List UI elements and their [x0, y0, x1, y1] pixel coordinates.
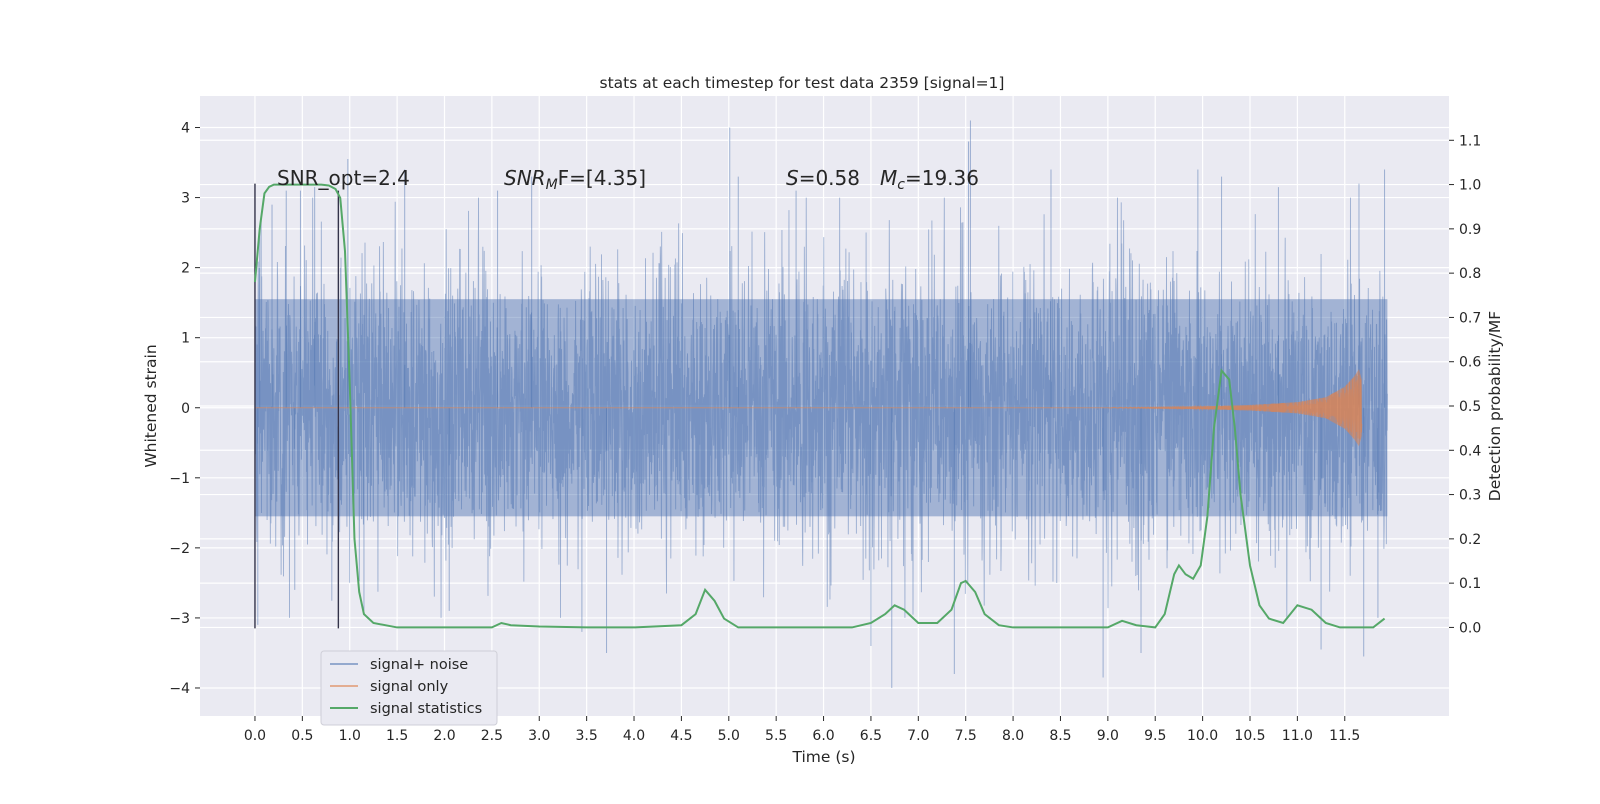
y-right-tick-label: 1.1 [1459, 133, 1481, 149]
y-right-tick-label: 0.6 [1459, 355, 1481, 371]
y-left-tick-label: 1 [181, 331, 190, 347]
y-left-tick-label: −2 [169, 541, 190, 557]
y-right-tick-label: 0.2 [1459, 532, 1481, 548]
y-right-tick-label: 0.7 [1459, 310, 1481, 326]
annotation-s: S=0.58 [786, 166, 860, 190]
legend-label-signal-statistics: signal statistics [370, 701, 482, 717]
x-axis-ticks: 0.0 0.5 1.0 1.5 2.0 2.5 3.0 3.5 4.0 4.5 5.0 5.5 6.0 6… [244, 716, 1360, 744]
x-tick-label: 0.0 [244, 728, 266, 744]
y-left-tick-label: 2 [181, 261, 190, 277]
x-tick-label: 4.0 [623, 728, 645, 744]
mc-main: M [880, 166, 897, 190]
y-right-axis-ticks: 1.1 1.0 0.9 0.8 0.7 0.6 0.5 0.4 0.3 0.2 0.1 0.0 [1449, 133, 1481, 636]
legend: signal+ noise signal only signal statist… [320, 650, 498, 726]
x-tick-label: 10.5 [1234, 728, 1265, 744]
x-tick-label: 7.5 [955, 728, 977, 744]
annotation-snr-opt: SNR_opt=2.4 [277, 166, 410, 190]
y-left-tick-label: 4 [181, 121, 190, 137]
x-tick-label: 1.0 [339, 728, 361, 744]
y-left-tick-label: −3 [169, 611, 190, 627]
x-tick-label: 3.0 [528, 728, 550, 744]
y-left-tick-label: 3 [181, 191, 190, 207]
s-main: S [786, 166, 799, 190]
x-tick-label: 2.5 [481, 728, 503, 744]
x-tick-label: 6.0 [812, 728, 834, 744]
mc-tail: =19.36 [905, 166, 979, 190]
annotation-mc: Mc=19.36 [880, 166, 979, 193]
y-right-tick-label: 1.0 [1459, 178, 1481, 194]
x-axis-label: Time (s) [791, 748, 855, 766]
x-tick-label: 6.5 [860, 728, 882, 744]
y-right-tick-label: 0.1 [1459, 576, 1481, 592]
y-left-tick-label: 0 [181, 401, 190, 417]
y-left-axis-ticks: 4 3 2 1 0 −1 −2 −3 −4 [169, 121, 200, 697]
x-tick-label: 11.5 [1329, 728, 1360, 744]
y-right-tick-label: 0.4 [1459, 443, 1481, 459]
marker-lines [254, 183, 340, 629]
y-right-tick-label: 0.8 [1459, 266, 1481, 282]
y-right-axis-label: Detection probability/MF [1486, 311, 1504, 502]
x-tick-label: 9.0 [1097, 728, 1119, 744]
legend-label-signal-only: signal only [370, 679, 449, 695]
y-right-tick-label: 0.3 [1459, 488, 1481, 504]
x-tick-label: 1.5 [386, 728, 408, 744]
x-tick-label: 0.5 [291, 728, 313, 744]
x-tick-label: 8.0 [1002, 728, 1024, 744]
x-tick-label: 4.5 [670, 728, 692, 744]
s-tail: =0.58 [799, 166, 860, 190]
y-right-tick-label: 0.0 [1459, 620, 1481, 636]
x-tick-label: 3.5 [576, 728, 598, 744]
y-right-tick-label: 0.9 [1459, 222, 1481, 238]
legend-box [320, 650, 498, 726]
snr-mf-sub: M [546, 177, 558, 193]
x-tick-label: 10.0 [1187, 728, 1218, 744]
legend-label-signal-noise: signal+ noise [370, 657, 468, 673]
annotations: SNR_opt=2.4 SNRMF=[4.35] S=0.58 Mc=19.36 [277, 166, 979, 193]
x-tick-label: 9.5 [1144, 728, 1166, 744]
annotation-snr-mf: SNRMF=[4.35] [504, 166, 646, 193]
noise-trace [254, 197, 1388, 618]
series-signal-only [254, 369, 1363, 447]
y-left-tick-label: −4 [169, 681, 190, 697]
x-tick-label: 5.0 [718, 728, 740, 744]
signal-envelope [1107, 369, 1362, 447]
y-left-axis-label: Whitened strain [142, 344, 160, 467]
x-tick-label: 11.0 [1282, 728, 1313, 744]
chart-title: stats at each timestep for test data 235… [600, 74, 1005, 92]
series-signal-statistics [253, 183, 1386, 629]
x-tick-label: 2.0 [433, 728, 455, 744]
x-tick-label: 8.5 [1049, 728, 1071, 744]
x-tick-label: 5.5 [765, 728, 787, 744]
stats-line [253, 183, 1386, 629]
x-tick-label: 7.0 [907, 728, 929, 744]
snr-mf-tail: F=[4.35] [558, 166, 646, 190]
y-left-tick-label: −1 [169, 471, 190, 487]
snr-mf-main: SNR [504, 166, 546, 190]
y-right-tick-label: 0.5 [1459, 399, 1481, 415]
mc-sub: c [897, 177, 905, 193]
